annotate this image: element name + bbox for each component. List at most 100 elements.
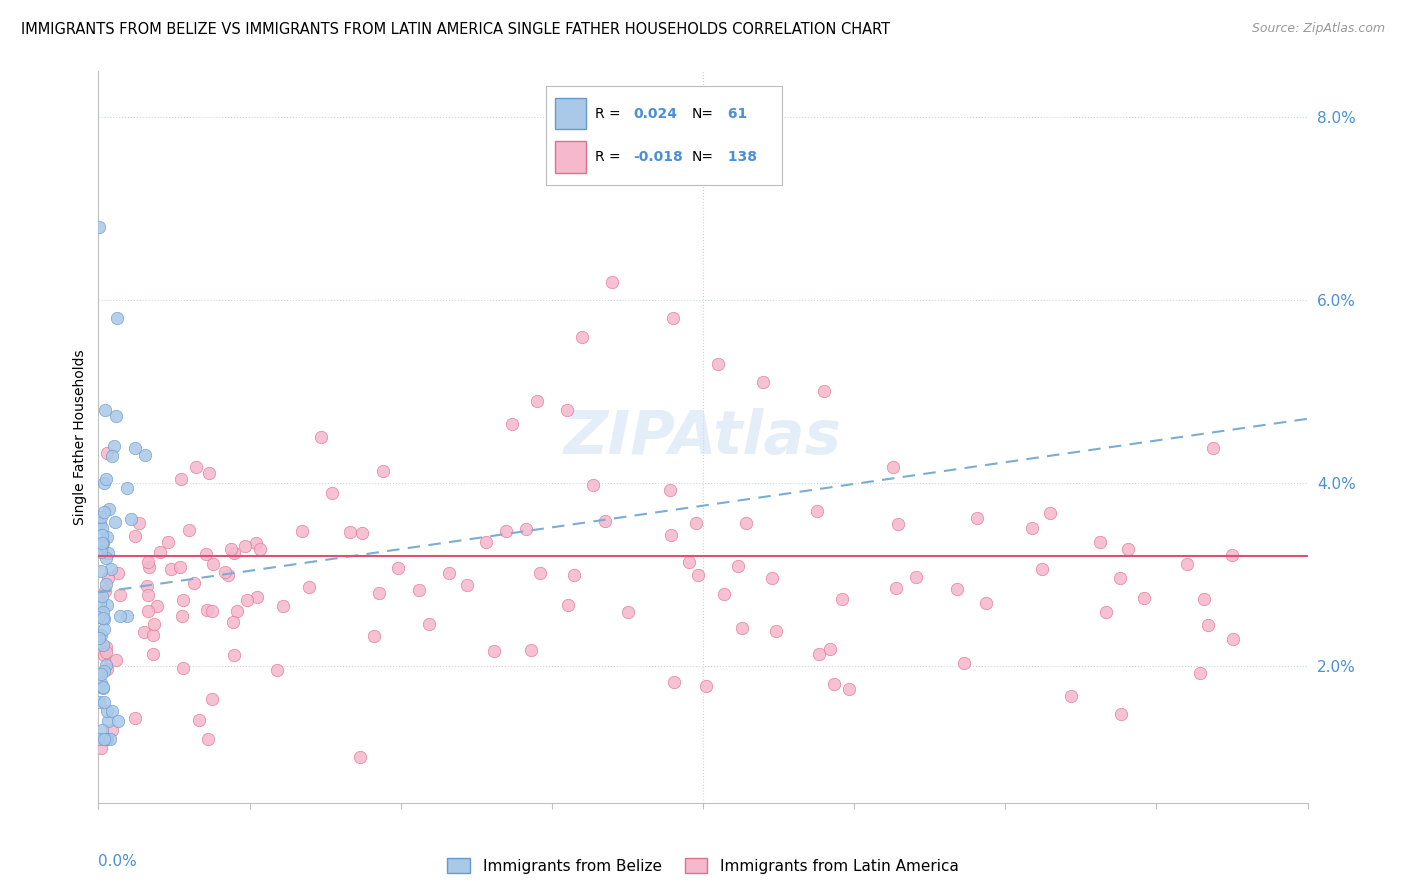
Point bbox=[1220, 549, 1243, 563]
Point bbox=[617, 606, 640, 620]
Point bbox=[1116, 541, 1139, 556]
Point bbox=[110, 609, 132, 624]
Point bbox=[96, 662, 118, 676]
Point bbox=[149, 545, 172, 559]
Point bbox=[734, 516, 756, 531]
Point bbox=[87, 632, 110, 646]
Point bbox=[658, 483, 681, 497]
Point bbox=[761, 571, 783, 585]
Point bbox=[974, 596, 997, 610]
Point bbox=[96, 446, 118, 460]
Point bbox=[124, 529, 146, 543]
Point bbox=[813, 384, 835, 399]
Point bbox=[1088, 534, 1111, 549]
Point bbox=[94, 472, 117, 486]
Point bbox=[93, 505, 115, 519]
Point bbox=[222, 648, 245, 663]
Point bbox=[1021, 521, 1043, 535]
Point bbox=[96, 530, 118, 544]
Y-axis label: Single Father Households: Single Father Households bbox=[73, 350, 87, 524]
Point bbox=[136, 605, 159, 619]
Point bbox=[219, 541, 242, 556]
Point bbox=[678, 556, 700, 570]
Point bbox=[142, 627, 165, 641]
Point bbox=[143, 616, 166, 631]
Point bbox=[249, 542, 271, 557]
Point bbox=[823, 677, 845, 691]
Point bbox=[136, 555, 159, 569]
Point bbox=[138, 559, 160, 574]
Point bbox=[108, 588, 131, 602]
Point bbox=[664, 674, 686, 689]
Point bbox=[831, 591, 853, 606]
Point bbox=[89, 219, 111, 234]
Point bbox=[94, 658, 117, 673]
Point bbox=[90, 542, 112, 557]
Legend: Immigrants from Belize, Immigrants from Latin America: Immigrants from Belize, Immigrants from … bbox=[441, 852, 965, 880]
Point bbox=[245, 536, 267, 550]
Point bbox=[593, 514, 616, 528]
Point bbox=[132, 624, 155, 639]
Point bbox=[197, 603, 219, 617]
Point bbox=[495, 524, 517, 539]
Point bbox=[93, 664, 115, 678]
Text: ZIPAtlas: ZIPAtlas bbox=[564, 408, 842, 467]
Point bbox=[367, 586, 389, 600]
Point bbox=[90, 667, 112, 681]
Point bbox=[695, 679, 717, 693]
Point bbox=[97, 546, 120, 560]
Point bbox=[226, 604, 249, 618]
Point bbox=[387, 561, 409, 575]
Point bbox=[752, 376, 775, 390]
Point bbox=[339, 524, 361, 539]
Point bbox=[201, 557, 224, 571]
Point bbox=[201, 604, 224, 618]
Point bbox=[96, 598, 118, 612]
Point bbox=[266, 663, 288, 677]
Point bbox=[1222, 632, 1244, 646]
Point bbox=[93, 648, 115, 662]
Point bbox=[142, 647, 165, 661]
Point bbox=[105, 311, 128, 326]
Point bbox=[96, 550, 118, 565]
Point bbox=[136, 588, 159, 602]
Point bbox=[707, 357, 730, 371]
Point bbox=[120, 511, 142, 525]
Point bbox=[91, 527, 114, 541]
Point bbox=[1194, 592, 1216, 607]
Point bbox=[884, 581, 907, 595]
Point bbox=[96, 705, 118, 719]
Point bbox=[233, 539, 256, 553]
Point bbox=[105, 409, 128, 424]
Point bbox=[128, 516, 150, 530]
Point bbox=[172, 593, 194, 607]
Point bbox=[96, 731, 118, 746]
Point bbox=[156, 534, 179, 549]
Text: 0.0%: 0.0% bbox=[98, 854, 138, 869]
Point bbox=[1109, 707, 1132, 722]
Point bbox=[484, 643, 506, 657]
Point bbox=[475, 535, 498, 549]
Point bbox=[177, 523, 200, 537]
Point bbox=[90, 544, 112, 558]
Point bbox=[194, 548, 217, 562]
Point bbox=[713, 587, 735, 601]
Point bbox=[731, 621, 754, 635]
Point bbox=[1188, 666, 1211, 681]
Point bbox=[135, 579, 157, 593]
Point bbox=[214, 566, 236, 580]
Point bbox=[408, 582, 430, 597]
Point bbox=[555, 402, 578, 417]
Point bbox=[101, 449, 124, 463]
Point bbox=[90, 510, 112, 524]
Point bbox=[371, 464, 394, 478]
Point bbox=[91, 611, 114, 625]
Point bbox=[904, 570, 927, 584]
Point bbox=[91, 681, 114, 696]
Point bbox=[520, 642, 543, 657]
Point bbox=[96, 645, 118, 659]
Point bbox=[806, 504, 828, 518]
Point bbox=[89, 695, 111, 709]
Point bbox=[183, 575, 205, 590]
Point bbox=[91, 680, 114, 694]
